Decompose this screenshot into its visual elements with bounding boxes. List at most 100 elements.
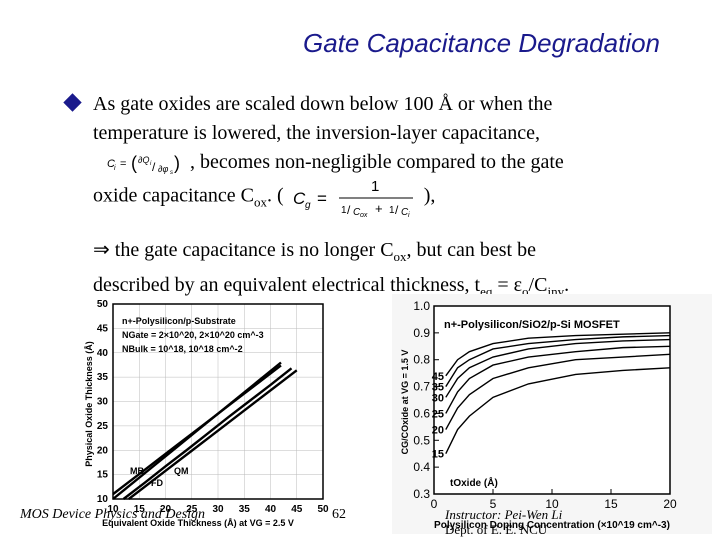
implies-line-2d: . <box>564 274 570 296</box>
implies-line-1a: the gate capacitance is no longer C <box>109 239 394 261</box>
svg-text:/: / <box>395 203 399 217</box>
annotation-fd: FD <box>151 478 163 488</box>
oxide-thickness-chart: 10 15 20 25 30 35 40 45 50 10 15 20 25 30 35 40 45 50 Phy… <box>84 299 329 528</box>
right-y-tick-label: 0.7 <box>413 380 430 394</box>
annotation-qm: QM <box>174 466 189 476</box>
left-x-tick-label: 40 <box>265 504 277 515</box>
left-y-tick-label: 40 <box>97 348 109 359</box>
left-legend-line-1: n+-Polysilicon/p-Substrate <box>122 316 236 326</box>
left-y-tick-label: 30 <box>97 397 109 408</box>
left-y-tick-label: 25 <box>97 421 109 432</box>
left-chart-ylabel: Physical Oxide Thickness (Å) <box>84 341 94 467</box>
svg-text:ox: ox <box>360 212 368 217</box>
right-curve-label: 20 <box>432 425 444 437</box>
svg-text:C: C <box>293 189 306 208</box>
right-chart-xlabel: Polysilicon Doping Concentration (×10^19… <box>434 520 670 531</box>
right-y-tick-label: 0.4 <box>413 460 430 474</box>
left-x-tick-label: 30 <box>212 504 224 515</box>
svg-text:C: C <box>107 158 115 170</box>
right-y-tick-label: 0.5 <box>413 433 430 447</box>
implies-arrow-icon: ⇒ <box>93 239 110 261</box>
annotation-mb: MB <box>130 466 144 476</box>
implies-line-2c: /C <box>528 274 548 296</box>
footer-course: MOS Device Physics and Design <box>20 507 206 522</box>
svg-text:s: s <box>170 170 173 175</box>
bullet-line-4-post: ), <box>423 184 436 207</box>
slide-title: Gate Capacitance Degradation <box>302 28 660 58</box>
right-curve-label: 25 <box>432 408 444 420</box>
right-y-tick-label: 0.6 <box>413 406 430 420</box>
right-x-tick-label: 10 <box>545 497 559 511</box>
right-chart-annotation: tOxide (Å) <box>450 476 498 489</box>
bullet-line-3: , becomes non-negligible compared to the… <box>190 151 564 173</box>
cg-formula: C g = 1 1 / C ox + 1 / C i <box>293 178 413 217</box>
right-curve-label: 45 <box>432 371 444 383</box>
bullet-diamond-icon <box>63 93 82 112</box>
left-x-tick-label: 20 <box>160 504 172 515</box>
right-chart-ylabel: CG/COxide at VG = 1.5 V <box>400 350 410 455</box>
right-x-tick-label: 0 <box>431 497 438 511</box>
right-series-line <box>445 334 671 387</box>
right-x-tick-label: 5 <box>490 497 497 511</box>
left-legend-line-3: NBulk = 10^18, 10^18 cm^-2 <box>122 344 243 354</box>
right-y-tick-label: 0.9 <box>413 326 430 340</box>
svg-text:/: / <box>152 160 156 174</box>
svg-text:/: / <box>347 203 351 217</box>
left-y-tick-label: 50 <box>97 299 109 310</box>
bullet-text: As gate oxides are scaled down below 100… <box>93 90 680 217</box>
epsilon-subscript: o <box>522 284 529 299</box>
left-series-line <box>112 364 282 496</box>
left-y-tick-label: 10 <box>97 494 109 505</box>
left-x-tick-label: 25 <box>186 504 198 515</box>
svg-text:∂φ: ∂φ <box>158 164 168 174</box>
right-curve-label: 35 <box>432 382 444 394</box>
footer-instructor-block: Instructor: Pei-Wen Li Dept. of E. E. NC… <box>445 507 562 537</box>
right-series-line <box>445 353 671 430</box>
svg-text:): ) <box>174 153 180 173</box>
bullet-line-4-mid: . ( <box>267 184 284 207</box>
right-x-tick-label: 15 <box>604 497 618 511</box>
svg-text:g: g <box>305 200 311 211</box>
left-y-tick-label: 45 <box>97 323 109 334</box>
left-x-tick-label: 15 <box>134 504 146 515</box>
left-x-tick-label: 50 <box>317 504 329 515</box>
bullet-line-4-pre: oxide capacitance C <box>93 184 255 207</box>
svg-text:∂Q: ∂Q <box>138 155 149 165</box>
svg-text:1: 1 <box>341 205 347 216</box>
footer-instructor: Instructor: Pei-Wen Li <box>445 507 563 522</box>
svg-text:=: = <box>120 158 126 170</box>
left-y-tick-label: 35 <box>97 372 109 383</box>
bullet-line-1: As gate oxides are scaled down below 100… <box>93 93 553 115</box>
svg-text:1: 1 <box>389 205 395 216</box>
footer-page-number: 62 <box>332 507 346 522</box>
svg-text:1: 1 <box>371 178 379 195</box>
left-chart-xlabel: Equivalent Oxide Thickness (Å) at VG = 2… <box>102 518 294 528</box>
bullet-paragraph: As gate oxides are scaled down below 100… <box>63 90 680 217</box>
right-series-line <box>445 332 671 377</box>
right-y-tick-label: 0.3 <box>413 487 430 501</box>
left-y-tick-label: 20 <box>97 445 109 456</box>
svg-text:i: i <box>150 161 152 167</box>
right-series-line <box>445 338 671 398</box>
right-series-line <box>445 345 671 414</box>
cox-subscript-2: ox <box>393 249 407 264</box>
implies-line-2b: = ε <box>492 274 523 296</box>
implies-line-1b: , but can best be <box>406 239 536 261</box>
right-y-tick-label: 1.0 <box>413 299 430 313</box>
left-series-line <box>122 367 293 500</box>
left-y-tick-label: 15 <box>97 470 109 481</box>
left-x-tick-label: 35 <box>239 504 251 515</box>
svg-text:+: + <box>375 201 383 216</box>
ci-formula: C i = ( ∂Q i / ∂φ s ) <box>107 153 180 175</box>
bullet-line-2: temperature is lowered, the inversion-la… <box>93 122 541 144</box>
right-chart-title: n+-Polysilicon/SiO2/p-Si MOSFET <box>444 319 620 331</box>
svg-text:(: ( <box>131 153 137 173</box>
svg-text:C: C <box>401 207 409 217</box>
svg-text:C: C <box>353 207 361 217</box>
cox-subscript: ox <box>254 194 268 210</box>
left-series-line <box>128 369 298 500</box>
right-y-tick-label: 0.8 <box>413 353 430 367</box>
right-series-line <box>445 367 671 455</box>
svg-text:i: i <box>408 212 410 217</box>
right-curve-label: 15 <box>432 449 444 461</box>
